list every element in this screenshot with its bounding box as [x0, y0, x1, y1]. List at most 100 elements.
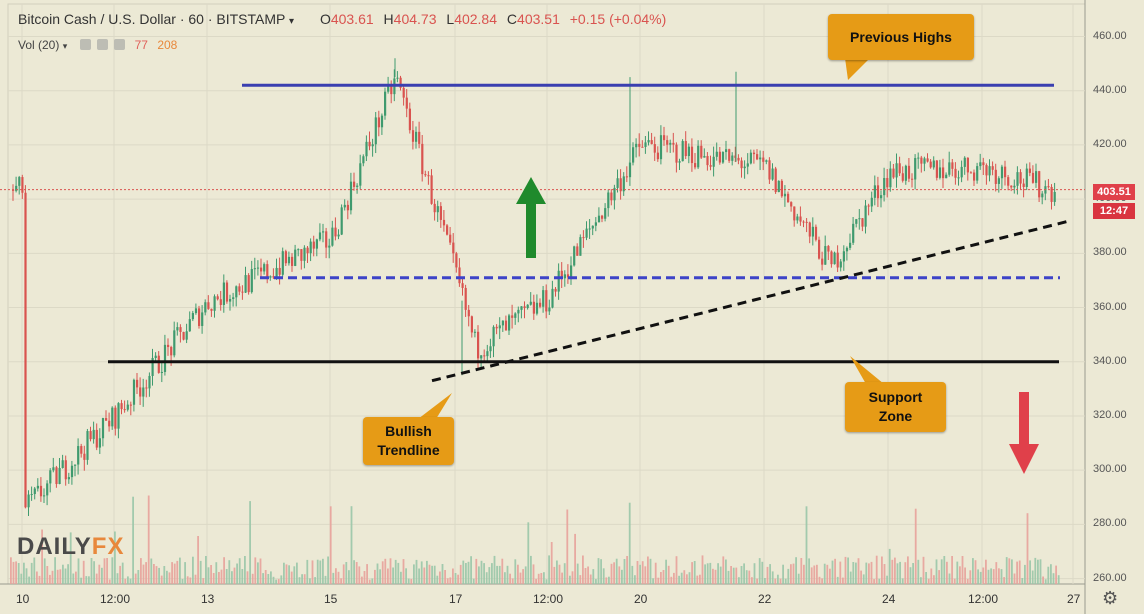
candle-body [309, 241, 312, 254]
volume-bar [914, 508, 917, 584]
bullish-trendline-text-2: Trendline [377, 442, 440, 458]
volume-legend[interactable]: Vol (20) ▾ 77 208 [18, 38, 177, 52]
close-icon[interactable] [114, 39, 126, 50]
volume-bar [153, 564, 155, 584]
candle-body [495, 326, 498, 329]
volume-bar [610, 563, 613, 584]
candle-body [988, 166, 991, 176]
volume-bar [163, 566, 166, 584]
candle-body [833, 252, 836, 265]
volume-bar [189, 577, 192, 584]
volume-bar [470, 556, 472, 584]
candle-body [783, 193, 787, 197]
volume-bar [25, 568, 28, 584]
candle-body [942, 167, 945, 179]
volume-bar [561, 572, 563, 584]
volume-bar [683, 570, 686, 584]
volume-bar [335, 568, 337, 584]
candle-body [229, 298, 232, 302]
candle-body [477, 331, 480, 359]
volume-bar [628, 502, 631, 584]
volume-bar [337, 571, 340, 584]
eye-icon[interactable] [79, 39, 91, 50]
volume-bar [478, 566, 480, 584]
candle-body [821, 258, 824, 265]
candle-body [374, 117, 377, 145]
volume-bar [857, 558, 860, 584]
symbol-header[interactable]: Bitcoin Cash / U.S. Dollar · 60 · BITSTA… [18, 11, 666, 27]
volume-bar [444, 570, 446, 584]
volume-bar [1055, 565, 1057, 584]
chevron-down-icon[interactable]: ▾ [289, 16, 295, 27]
symbol-title[interactable]: Bitcoin Cash / U.S. Dollar · 60 · BITSTA… [18, 11, 286, 27]
volume-bar [33, 557, 36, 584]
volume-bar [145, 562, 147, 584]
candle-body [458, 267, 461, 284]
y-tick-label: 440.00 [1093, 83, 1127, 96]
candle-body [619, 178, 622, 192]
candle-body [33, 488, 36, 495]
bullish-trendline [431, 219, 1071, 383]
volume-bar [782, 564, 784, 584]
candle-body [98, 438, 101, 448]
gear-icon[interactable]: ⚙ [1102, 588, 1119, 608]
candle-body [610, 192, 613, 201]
volume-bar [764, 578, 766, 584]
candle-body [873, 185, 876, 198]
candle-body [585, 228, 588, 238]
volume-bar [938, 570, 940, 584]
candle-body [911, 178, 914, 180]
candle-body [55, 467, 58, 485]
volume-bar [748, 570, 751, 584]
volume-bar [649, 558, 652, 584]
candle-body [914, 158, 917, 180]
volume-bar [657, 577, 660, 584]
candle-body [207, 302, 210, 309]
volume-bar [602, 568, 605, 584]
candle-body [892, 168, 895, 178]
support-zone-text-1: Support [868, 389, 923, 405]
volume-bar [532, 564, 535, 584]
volume-bar [41, 529, 43, 584]
volume-bar [101, 567, 103, 584]
volume-bar [813, 565, 816, 584]
chevron-down-icon[interactable]: ▾ [62, 41, 68, 51]
candle-body [179, 327, 182, 332]
volume-bar [553, 566, 556, 584]
volume-bar [550, 542, 553, 584]
candle-body [663, 135, 666, 141]
volume-bar [181, 579, 184, 584]
volume-bar [675, 556, 678, 584]
volume-bar [475, 558, 478, 584]
close-value: 403.51 [517, 11, 560, 27]
candle-body [514, 313, 517, 318]
candle-body [80, 446, 83, 454]
volume-bar [301, 574, 303, 584]
volume-bar [860, 570, 862, 584]
volume-bar [410, 579, 413, 584]
candle-body [842, 251, 845, 262]
volume-bar [12, 561, 15, 584]
volume-bar [140, 558, 142, 584]
volume-bar [636, 561, 639, 584]
volume-bar [566, 509, 569, 584]
volume-bar [592, 569, 595, 584]
settings-icon[interactable] [96, 39, 108, 50]
volume-bar [264, 570, 267, 584]
volume-bar [886, 575, 888, 584]
candle-body [201, 312, 204, 326]
volume-label[interactable]: Vol (20) [18, 38, 60, 52]
logo-fx-text: FX [91, 533, 125, 560]
candle-body [542, 290, 545, 307]
candle-body [523, 306, 526, 309]
volume-bar [644, 566, 647, 584]
volume-bar [77, 558, 80, 584]
volume-bar [678, 575, 680, 584]
volume-bar [485, 572, 488, 584]
candle-body [129, 404, 132, 406]
volume-bar [761, 561, 764, 584]
volume-bar [790, 564, 792, 584]
candle-body [455, 253, 458, 268]
previous-highs-callout-pointer [845, 58, 870, 80]
